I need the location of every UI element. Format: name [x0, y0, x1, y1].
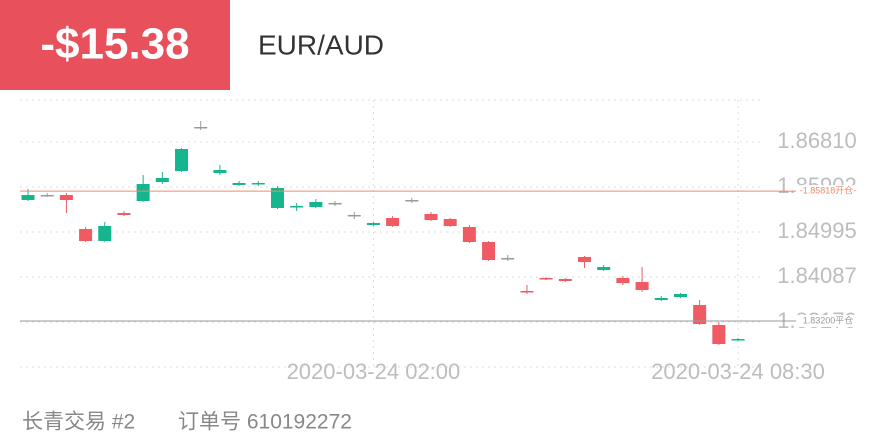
candle-body — [462, 226, 476, 243]
candle-body — [424, 213, 438, 220]
candle-body — [558, 278, 572, 282]
candle-body — [79, 229, 93, 242]
y-tick-label: 1.84087 — [777, 263, 857, 288]
pnl: -$15.38 — [40, 20, 189, 69]
candle-body — [443, 218, 457, 226]
candle-body — [578, 257, 592, 262]
y-tick-label: 1.84995 — [777, 218, 857, 243]
candle-body — [117, 212, 131, 215]
candle-body — [673, 294, 687, 297]
candle-body — [59, 194, 73, 201]
candle-body — [290, 206, 304, 208]
candle-body — [98, 225, 112, 242]
candle-body — [501, 258, 515, 260]
x-tick-label: 2020-03-24 02:00 — [287, 359, 461, 384]
candle-body — [616, 278, 630, 284]
candle-body — [309, 201, 323, 207]
reference-label: 1.83200平仓 — [803, 314, 854, 325]
candle-body — [136, 183, 150, 201]
candle-body — [270, 188, 284, 208]
candle-body — [731, 339, 745, 341]
candle-body — [21, 194, 35, 201]
candle-body — [386, 218, 400, 226]
candle-body — [251, 183, 265, 185]
candle-body — [328, 202, 342, 205]
account: 长青交易 #2 — [22, 411, 135, 434]
candle-body — [155, 177, 169, 183]
candle-body — [347, 214, 361, 217]
candle-body — [635, 282, 649, 290]
candle-body — [405, 200, 419, 202]
reference-label-bg — [796, 185, 860, 198]
candle-body — [213, 170, 227, 173]
candle-body — [520, 290, 534, 293]
candle-body — [194, 126, 208, 129]
candle-body — [232, 183, 246, 185]
plot: 1.868101.859021.849951.840871.831792020-… — [20, 100, 860, 384]
candle-body — [597, 266, 611, 271]
reference-label-bg — [796, 314, 860, 327]
candle-body — [539, 278, 553, 280]
order-number: 订单号 610192272 — [178, 411, 352, 434]
candle-body — [693, 305, 707, 325]
reference-label: -1.85818开仓- — [800, 185, 857, 196]
candle-body — [175, 148, 189, 172]
x-tick-label: 2020-03-24 08:30 — [651, 359, 825, 384]
y-tick-label: 1.86810 — [777, 128, 857, 153]
candle-body — [482, 242, 496, 261]
candle-body — [712, 325, 726, 344]
symbol: EUR/AUD — [258, 29, 384, 60]
candle-body — [366, 223, 380, 225]
pnl-badge — [0, 0, 230, 90]
candle-body — [654, 297, 668, 301]
candle-body — [40, 194, 54, 197]
